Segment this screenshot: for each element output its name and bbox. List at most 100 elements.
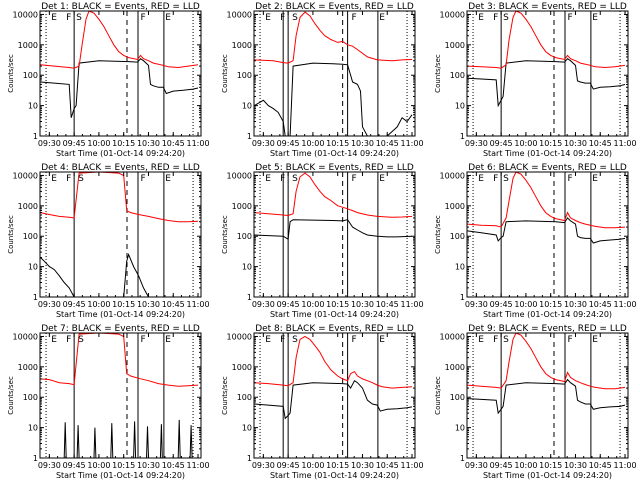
y-tick-label: 100 [237, 393, 252, 402]
y-axis-label: Counts/sec [434, 376, 442, 415]
y-tick-label: 1 [33, 132, 38, 141]
interval-marker-label: F [352, 13, 357, 23]
x-tick-label: 10:30 [351, 300, 374, 309]
x-tick-label: 09:30 [465, 461, 488, 470]
x-tick-label: 09:45 [490, 300, 513, 309]
y-tick-label: 10 [455, 263, 465, 272]
plot-frame [466, 171, 629, 298]
x-tick-label: 10:45 [589, 139, 612, 148]
interval-marker-label: F [493, 335, 498, 345]
interval-marker-label: E [165, 174, 171, 184]
interval-marker-label: F [141, 13, 146, 23]
y-tick-label: 100 [23, 71, 38, 80]
x-tick-label: 10:30 [137, 139, 160, 148]
x-tick-label: 11:00 [613, 139, 636, 148]
interval-marker-label: E [51, 174, 57, 184]
interval-marker-label: E [478, 13, 484, 23]
y-tick-label: 10000 [227, 10, 252, 19]
plot-frame [253, 10, 416, 137]
interval-marker-label: E [478, 335, 484, 345]
x-tick-label: 10:30 [564, 139, 587, 148]
events-series-line [254, 379, 413, 420]
interval-marker-label: F [568, 174, 573, 184]
x-tick-label: 10:00 [514, 139, 537, 148]
events-series-line [40, 58, 199, 118]
interval-marker-label: E [165, 13, 171, 23]
plot-frame [253, 171, 416, 298]
panel-title: Det 4: BLACK = Events, RED = LLD [41, 163, 200, 173]
x-tick-label: 09:45 [277, 461, 300, 470]
lld-series-line [40, 172, 199, 223]
interval-marker-label: E [478, 174, 484, 184]
x-tick-label: 11:00 [400, 139, 423, 148]
y-axis-label: Counts/sec [221, 376, 229, 415]
y-tick-label: 10 [28, 424, 38, 433]
x-tick-label: 10:45 [162, 300, 185, 309]
interval-marker-label: S [292, 335, 298, 345]
interval-marker-label: S [503, 174, 509, 184]
events-series-line [40, 252, 198, 297]
interval-marker-label: E [592, 174, 598, 184]
x-tick-label: 10:30 [137, 461, 160, 470]
y-tick-label: 10000 [13, 332, 38, 341]
x-axis-label: Start Time (01-Oct-14 09:24:20) [56, 471, 185, 480]
x-tick-label: 10:15 [112, 461, 135, 470]
interval-marker-label: F [280, 13, 285, 23]
interval-marker-label: F [141, 174, 146, 184]
y-tick-label: 10 [242, 263, 252, 272]
plot-frame [466, 332, 629, 459]
x-tick-label: 10:45 [162, 139, 185, 148]
x-tick-label: 10:15 [326, 461, 349, 470]
y-tick-label: 100 [237, 232, 252, 241]
interval-marker-label: F [280, 174, 285, 184]
x-tick-label: 09:45 [63, 461, 86, 470]
lld-series-line [254, 11, 413, 64]
plot-frame [39, 171, 202, 298]
x-tick-label: 11:00 [400, 300, 423, 309]
y-tick-label: 10 [28, 263, 38, 272]
y-tick-label: 10000 [440, 171, 465, 180]
lld-series-line [254, 172, 413, 218]
x-tick-label: 09:30 [252, 300, 275, 309]
x-tick-label: 11:00 [613, 300, 636, 309]
y-tick-label: 1000 [232, 363, 252, 372]
x-tick-label: 10:45 [162, 461, 185, 470]
y-tick-label: 1 [460, 293, 465, 302]
y-tick-label: 10000 [227, 332, 252, 341]
x-tick-label: 10:15 [326, 300, 349, 309]
interval-marker-label: S [503, 335, 509, 345]
x-tick-label: 10:45 [376, 300, 399, 309]
x-axis-label: Start Time (01-Oct-14 09:24:20) [483, 149, 612, 158]
events-series-line [467, 217, 626, 244]
x-tick-label: 10:30 [351, 139, 374, 148]
interval-marker-label: E [379, 335, 385, 345]
interval-marker-label: E [379, 13, 385, 23]
x-tick-label: 10:30 [351, 461, 374, 470]
lld-series-line [467, 333, 626, 390]
y-tick-label: 100 [450, 393, 465, 402]
lld-series-line [40, 11, 199, 69]
x-tick-label: 10:30 [137, 300, 160, 309]
interval-marker-label: F [493, 13, 498, 23]
y-axis-label: Counts/sec [434, 215, 442, 254]
x-axis-label: Start Time (01-Oct-14 09:24:20) [483, 471, 612, 480]
y-tick-label: 1 [33, 293, 38, 302]
x-axis-label: Start Time (01-Oct-14 09:24:20) [56, 149, 185, 158]
x-tick-label: 10:00 [87, 300, 110, 309]
lld-series-line [467, 11, 626, 69]
y-tick-label: 1 [247, 132, 252, 141]
panel-title: Det 1: BLACK = Events, RED = LLD [41, 2, 200, 12]
y-tick-label: 10 [242, 424, 252, 433]
interval-marker-label: E [592, 335, 598, 345]
x-tick-label: 09:45 [490, 461, 513, 470]
events-series-line [254, 62, 413, 136]
x-tick-label: 10:00 [301, 461, 324, 470]
x-tick-label: 11:00 [186, 300, 209, 309]
x-tick-label: 09:30 [38, 461, 61, 470]
